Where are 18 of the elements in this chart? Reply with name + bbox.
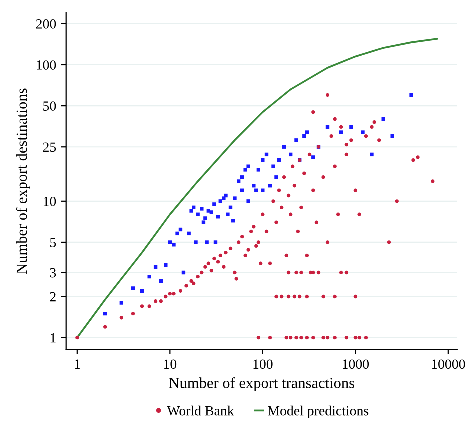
x-tick-label: 1: [75, 360, 80, 369]
x-tick-label: 1000: [343, 360, 370, 370]
x-tick-label: 10: [164, 360, 177, 370]
x-tick-label: 100: [254, 360, 273, 370]
y-tick-label: 2: [50, 292, 56, 302]
legend-label: World Bank: [167, 406, 234, 416]
y-tick-label: 25: [43, 142, 56, 152]
y-tick-label: 50: [44, 102, 56, 112]
y-tick-label: 10: [44, 196, 56, 206]
y-tick-label: 200: [36, 19, 56, 29]
y-tick-label: 1: [50, 333, 56, 343]
legend-label: Model predictions: [268, 406, 369, 419]
y-tick-label: 3: [50, 268, 56, 278]
y-tick-label: 100: [37, 60, 56, 70]
x-tick-label: 10000: [432, 360, 466, 370]
y-axis-title: Number of export destinations: [16, 88, 30, 274]
y-tick-label: 5: [50, 238, 56, 248]
x-axis-title: Number of export transactions: [169, 377, 354, 392]
